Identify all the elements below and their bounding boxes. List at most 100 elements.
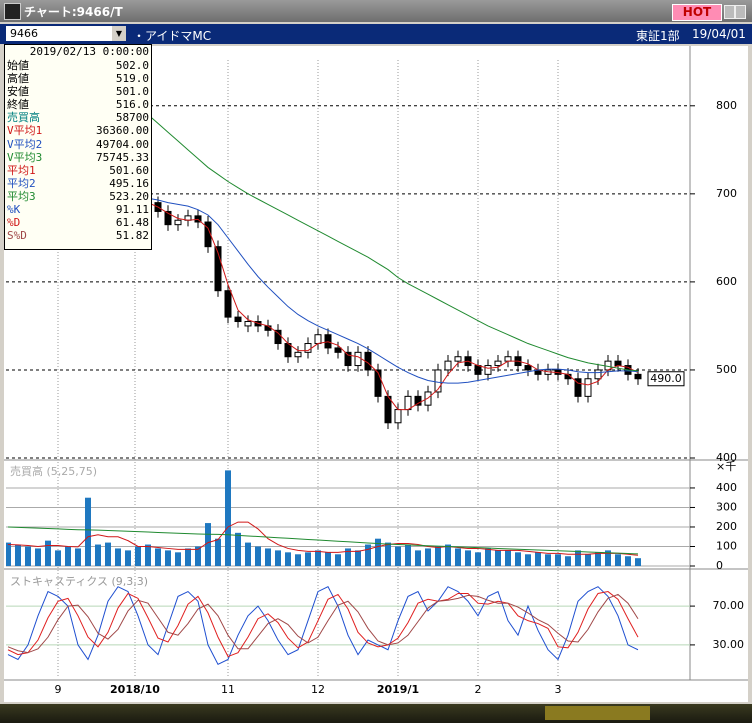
volume-bar	[105, 542, 111, 566]
window-title: チャート:9466/T	[24, 5, 123, 19]
volume-bar	[415, 550, 421, 566]
stochastic-title: ストキャスティクス (9,3,3)	[10, 575, 148, 588]
candle-body	[174, 219, 182, 226]
info-label: 高値	[7, 72, 29, 86]
info-value: 49704.00	[96, 137, 149, 151]
x-tick-label: 9	[55, 683, 62, 696]
candle-body	[234, 316, 242, 323]
volume-bar	[165, 550, 171, 566]
info-row: 高値 519.0	[5, 72, 151, 85]
line-series	[7, 521, 639, 556]
y-tick-label: 800	[716, 99, 737, 112]
minimize-button[interactable]	[724, 5, 735, 19]
info-date: 2019/02/13 0:00:00	[29, 45, 149, 58]
candle-body	[574, 378, 582, 397]
candle-body	[374, 369, 382, 397]
volume-bar	[535, 552, 541, 566]
info-value: 523.20	[109, 189, 149, 203]
volume-bar	[85, 497, 91, 566]
volume-bar	[505, 550, 511, 566]
volume-bar	[575, 550, 581, 566]
price-tag: 490.0	[650, 372, 682, 385]
symbol-input[interactable]: 9466 ▼	[6, 26, 126, 41]
scroll-thumb[interactable]	[545, 706, 650, 720]
candle-body	[334, 347, 342, 353]
volume-bar	[545, 554, 551, 566]
info-value: 519.0	[115, 72, 149, 86]
info-panel: 2019/02/13 0:00:00 始値 502.0 高値 519.0 安値 501.0 終…	[4, 44, 152, 250]
info-row: 平均2 495.16	[5, 177, 151, 190]
close-button[interactable]	[735, 5, 746, 19]
line-series	[7, 591, 639, 658]
volume-bar	[485, 548, 491, 566]
hot-button[interactable]: HOT	[672, 4, 722, 21]
volume-bar	[315, 550, 321, 566]
date-text: 19/04/01	[692, 27, 746, 41]
volume-bar	[285, 552, 291, 566]
volume-bar	[6, 542, 11, 566]
volume-bar	[185, 548, 191, 566]
volume-bar	[525, 554, 531, 566]
y-tick-label: 500	[716, 363, 737, 376]
y-tick-label: 200	[716, 520, 737, 533]
volume-panel	[6, 470, 641, 566]
company-name: ・アイドマMC	[133, 29, 212, 43]
info-row: 平均3 523.20	[5, 190, 151, 203]
info-row: 始値 502.0	[5, 59, 151, 72]
info-row: S%D 51.82	[5, 229, 151, 242]
info-label: S%D	[7, 229, 27, 243]
info-value: 36360.00	[96, 124, 149, 138]
info-label: V平均3	[7, 150, 43, 164]
volume-bar	[325, 552, 331, 566]
volume-bar	[65, 546, 71, 566]
info-value: 516.0	[115, 98, 149, 112]
volume-bar	[295, 554, 301, 566]
app-icon	[4, 3, 21, 20]
info-label: 平均3	[7, 189, 36, 203]
info-value: 91.11	[115, 203, 149, 217]
volume-bar	[225, 470, 231, 566]
candle-body	[344, 351, 352, 367]
scrollbar[interactable]	[0, 704, 752, 723]
volume-bar	[475, 552, 481, 566]
volume-bar	[245, 542, 251, 566]
y-tick-label: 600	[716, 275, 737, 288]
volume-bar	[25, 546, 31, 566]
volume-bar	[515, 552, 521, 566]
candle-body	[444, 360, 452, 371]
info-value: 501.60	[109, 163, 149, 177]
candle-body	[414, 395, 422, 406]
candle-body	[294, 351, 302, 358]
volume-bar	[195, 546, 201, 566]
candle-body	[354, 351, 362, 367]
y-tick-label: 300	[716, 500, 737, 513]
volume-bar	[365, 544, 371, 566]
x-tick-label: 2018/10	[110, 683, 160, 696]
volume-bar	[95, 544, 101, 566]
candle-body	[434, 369, 442, 393]
volume-unit: ×千	[716, 460, 736, 473]
x-tick-label: 3	[555, 683, 562, 696]
volume-bar	[615, 554, 621, 566]
info-row: V平均2 49704.00	[5, 138, 151, 151]
info-value: 502.0	[115, 59, 149, 72]
info-label: 安値	[7, 85, 29, 99]
info-value: 61.48	[115, 216, 149, 230]
market-name: 東証1部	[636, 29, 680, 43]
volume-bar	[35, 548, 41, 566]
candle-body	[524, 365, 532, 371]
dropdown-arrow[interactable]: ▼	[112, 26, 126, 41]
volume-bar	[425, 548, 431, 566]
info-row: 売買高 58700	[5, 111, 151, 124]
y-tick-label: 100	[716, 539, 737, 552]
candle-body	[214, 246, 222, 292]
volume-bar	[305, 552, 311, 566]
volume-bar	[605, 550, 611, 566]
x-tick-label: 12	[311, 683, 325, 696]
line-series	[7, 593, 639, 654]
symbol-bar: 9466 ▼ ・アイドマMC 東証1部 19/04/01	[0, 24, 752, 44]
volume-bar	[495, 550, 501, 566]
volume-title: 売買高 (5,25,75)	[10, 464, 97, 478]
info-value: 51.82	[115, 229, 149, 243]
volume-bar	[275, 550, 281, 566]
